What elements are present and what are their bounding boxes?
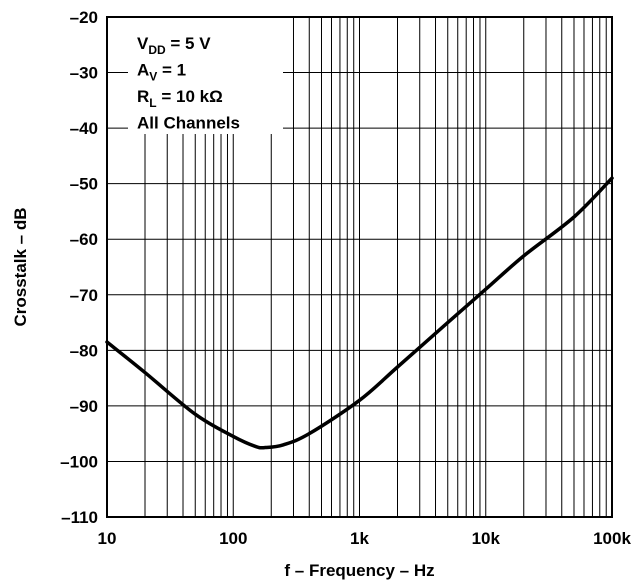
y-tick-label: –30: [70, 64, 98, 83]
y-tick-label: –110: [61, 508, 98, 527]
x-tick-labels: 10 100 1k 10k 100k: [98, 529, 632, 548]
y-tick-label: –40: [70, 119, 98, 138]
condition-line: VDD = 5 V: [137, 34, 211, 57]
conditions-background: [128, 18, 283, 134]
plot-frame: [106, 16, 613, 518]
conditions-box: VDD = 5 V AV = 1 RL = 10 kΩ All Channels: [128, 18, 283, 134]
x-axis-label: f – Frequency – Hz: [284, 561, 434, 580]
x-tick-label: 100k: [593, 529, 631, 548]
condition-line: AV = 1: [137, 61, 186, 84]
y-axis-label: Crosstalk – dB: [11, 207, 30, 326]
x-tick-label: 10k: [472, 529, 501, 548]
condition-line: RL = 10 kΩ: [137, 87, 223, 110]
y-tick-labels: –20 –30 –40 –50 –60 –70 –80 –90 –100 –110: [60, 8, 98, 527]
x-tick-label: 10: [98, 529, 117, 548]
series-group: [105, 176, 614, 450]
y-tick-label: –80: [70, 341, 98, 360]
y-tick-label: –70: [70, 286, 98, 305]
y-tick-label: –90: [70, 397, 98, 416]
crosstalk-curve: [105, 176, 614, 450]
y-tick-label: –60: [70, 230, 98, 249]
y-tick-label: –100: [60, 452, 98, 471]
y-tick-label: –20: [70, 8, 98, 27]
condition-line: All Channels: [137, 114, 240, 133]
y-tick-label: –50: [70, 175, 98, 194]
x-tick-label: 100: [219, 529, 247, 548]
x-tick-label: 1k: [350, 529, 369, 548]
